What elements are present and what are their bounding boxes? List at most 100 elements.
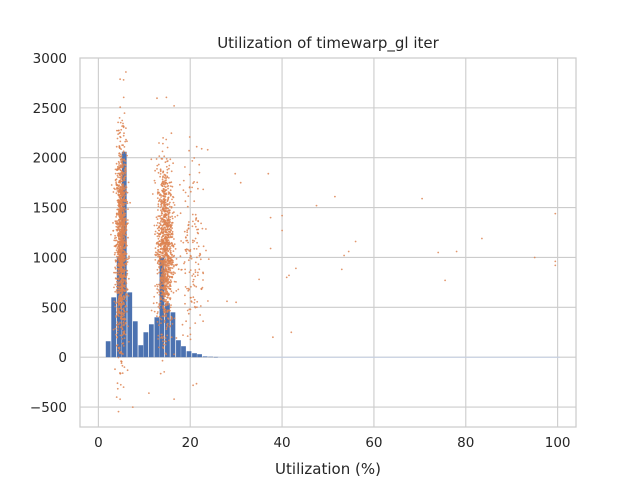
scatter-point — [114, 271, 117, 274]
scatter-point — [184, 268, 187, 271]
scatter-point — [189, 327, 192, 329]
scatter-point — [115, 145, 118, 148]
scatter-point — [118, 307, 120, 310]
scatter-point — [114, 172, 117, 175]
scatter-point — [153, 179, 156, 182]
scatter-point — [124, 199, 126, 202]
scatter-point — [118, 271, 120, 273]
scatter-point — [117, 232, 120, 235]
scatter-point — [118, 256, 121, 259]
scatter-point — [188, 149, 191, 152]
scatter-point — [121, 281, 123, 284]
scatter-point — [191, 213, 194, 216]
scatter-point — [167, 231, 170, 233]
scatter-point — [124, 140, 127, 143]
scatter-point — [118, 222, 121, 225]
scatter-point — [187, 227, 190, 230]
scatter-point — [171, 227, 174, 230]
scatter-point — [169, 288, 172, 291]
scatter-point — [117, 166, 119, 168]
scatter-point — [195, 145, 198, 148]
scatter-point — [157, 250, 160, 253]
scatter-point — [161, 189, 163, 192]
scatter-point — [116, 313, 119, 316]
scatter-point — [533, 256, 536, 259]
scatter-point — [119, 186, 121, 189]
scatter-point — [120, 210, 123, 213]
scatter-point — [150, 309, 153, 312]
scatter-point — [169, 267, 172, 269]
scatter-point — [166, 203, 169, 205]
scatter-point — [171, 256, 173, 259]
scatter-point — [121, 302, 124, 305]
scatter-point — [163, 371, 166, 373]
scatter-point — [126, 369, 129, 372]
scatter-point — [116, 169, 119, 171]
scatter-point — [158, 255, 161, 258]
scatter-point — [187, 287, 190, 290]
scatter-point — [169, 205, 171, 208]
scatter-point — [125, 229, 128, 231]
scatter-point — [161, 217, 163, 220]
scatter-point — [119, 215, 121, 218]
scatter-point — [119, 398, 121, 401]
scatter-point — [166, 296, 169, 299]
scatter-point — [123, 270, 126, 273]
scatter-point — [182, 241, 185, 244]
scatter-point — [168, 248, 171, 251]
scatter-point — [116, 329, 119, 331]
scatter-point — [114, 266, 116, 269]
scatter-point — [193, 223, 196, 225]
scatter-point — [122, 214, 124, 217]
histogram-bar — [165, 303, 170, 358]
scatter-point — [158, 235, 161, 238]
scatter-point — [199, 258, 202, 261]
scatter-point — [118, 228, 121, 231]
scatter-point — [159, 372, 162, 375]
scatter-point — [169, 226, 172, 229]
scatter-point — [116, 291, 118, 293]
scatter-point — [156, 272, 159, 275]
scatter-point — [175, 258, 178, 260]
scatter-point — [123, 178, 125, 181]
scatter-point — [117, 121, 119, 124]
histogram-bar — [186, 351, 192, 358]
scatter-point — [123, 192, 125, 195]
scatter-point — [156, 232, 159, 235]
histogram-bar — [143, 332, 149, 358]
scatter-point — [167, 317, 169, 319]
scatter-point — [159, 251, 162, 254]
scatter-point — [123, 179, 126, 182]
scatter-point — [156, 222, 159, 224]
scatter-point — [184, 200, 187, 203]
scatter-point — [164, 223, 166, 226]
scatter-point — [167, 250, 169, 253]
scatter-point — [182, 189, 185, 192]
scatter-point — [120, 258, 123, 261]
scatter-point — [170, 206, 173, 209]
scatter-point — [115, 259, 118, 262]
scatter-point — [114, 333, 117, 336]
scatter-point — [158, 315, 161, 318]
scatter-point — [170, 193, 172, 196]
scatter-point — [165, 270, 168, 273]
scatter-point — [173, 398, 176, 400]
scatter-point — [119, 248, 122, 251]
chart-title: Utilization of timewarp_gl iter — [217, 34, 439, 53]
scatter-point — [123, 366, 126, 368]
scatter-point — [197, 187, 199, 190]
scatter-point — [124, 190, 127, 193]
scatter-point — [200, 147, 203, 150]
scatter-point — [160, 318, 163, 321]
scatter-point — [113, 271, 115, 274]
scatter-point — [125, 276, 127, 279]
scatter-point — [197, 263, 200, 266]
scatter-point — [119, 169, 122, 171]
scatter-point — [168, 203, 171, 206]
scatter-point — [122, 321, 125, 324]
scatter-point — [165, 179, 168, 182]
scatter-point — [163, 190, 166, 193]
scatter-point — [116, 234, 119, 237]
scatter-point — [117, 225, 120, 228]
